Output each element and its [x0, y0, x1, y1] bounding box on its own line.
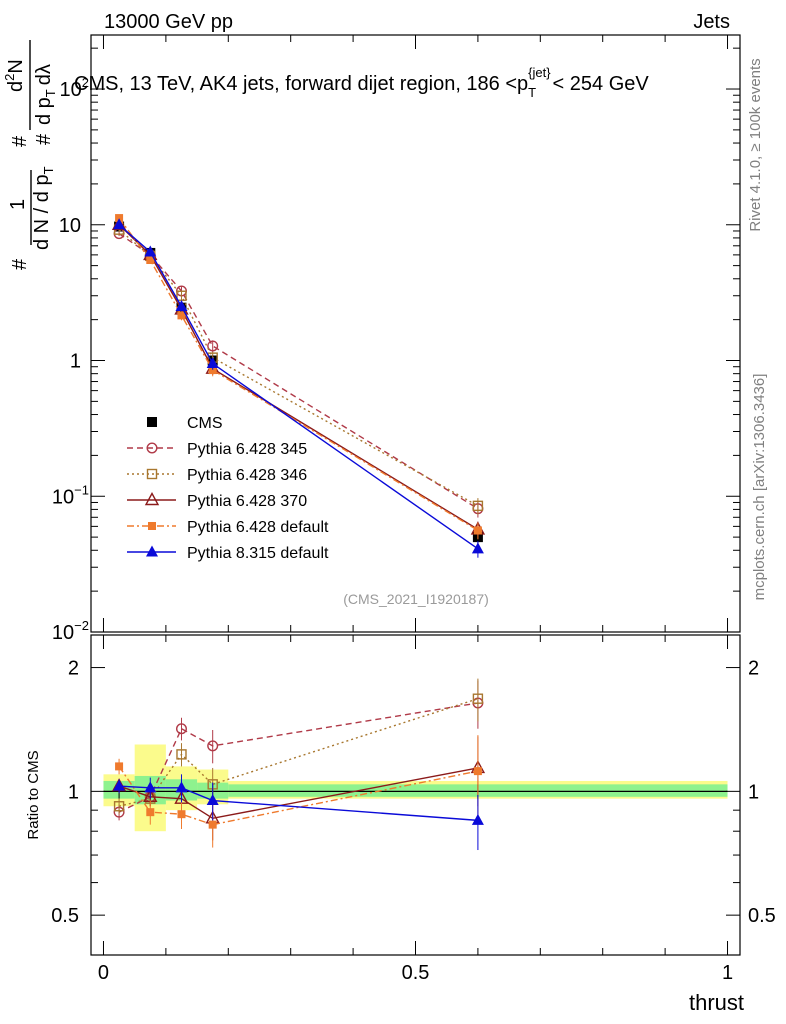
mcplots-label: mcplots.cern.ch [arXiv:1306.3436] [751, 374, 768, 601]
data-point [177, 311, 186, 320]
data-point [177, 810, 186, 819]
legend-marker [146, 468, 158, 480]
main-y-axis-label: # 1 d N / d pT # d2N # d pTdλ [2, 40, 58, 270]
legend-entry-pythia-6-428-345: Pythia 6.428 345 [127, 441, 307, 458]
title-tail: < 254 GeV [553, 73, 650, 95]
main-y-tick-label: 10 [59, 215, 81, 237]
data-point [115, 762, 124, 771]
data-point [208, 366, 217, 375]
main-series-pythia-6-428-370 [111, 216, 486, 539]
ylabel-frac2-den: d pTdλ [33, 64, 58, 125]
legend-entry-pythia-6-428-default: Pythia 6.428 default [127, 519, 329, 536]
header-left: 13000 GeV pp [104, 11, 233, 33]
ratio-y-tick-label: 1 [68, 781, 79, 803]
main-axes: 10−2 10−1 1 10 102 [52, 34, 741, 644]
data-point [472, 693, 484, 704]
data-point [208, 820, 217, 829]
legend-entry-pythia-6-428-370: Pythia 6.428 370 [127, 492, 307, 510]
legend: CMS Pythia 6.428 345 Pythia 6.428 346 Pythi… [127, 415, 329, 562]
data-point [471, 813, 484, 825]
data-point [471, 542, 484, 554]
data-point [144, 245, 157, 257]
ylabel-hash-1: # [9, 258, 31, 270]
title-main: CMS, 13 TeV, AK4 jets, forward dijet reg… [74, 73, 528, 95]
ratio-y-tick-label-right: 2 [748, 658, 759, 680]
ratio-series [111, 678, 486, 851]
main-series-pythia-6-428-default [115, 214, 482, 540]
main-y-tick-label: 10−1 [52, 482, 89, 508]
data-point [146, 808, 155, 817]
ylabel-hash-3: # [33, 133, 55, 145]
ratio-y-tick-label-right: 1 [748, 781, 759, 803]
ratio-y-axis-label: Ratio to CMS [25, 750, 42, 839]
series-line [118, 702, 479, 813]
data-point [146, 256, 155, 265]
data-point [113, 779, 126, 791]
data-point [176, 749, 187, 760]
title-sub: T [528, 85, 536, 100]
ratio-y-tick-label: 0.5 [51, 905, 79, 927]
legend-label: Pythia 6.428 345 [187, 441, 307, 458]
rivet-label: Rivet 4.1.0, ≥ 100k events [747, 58, 764, 231]
main-y-tick-label: 10−2 [52, 618, 89, 644]
data-point [206, 794, 219, 806]
ratio-y-tick-label-right: 0.5 [748, 905, 776, 927]
main-plot-title: CMS, 13 TeV, AK4 jets, forward dijet reg… [74, 65, 649, 100]
x-tick-label: 1 [722, 962, 733, 984]
legend-label: CMS [187, 415, 223, 432]
legend-marker [148, 522, 156, 530]
data-point [206, 357, 219, 369]
data-point [207, 740, 219, 752]
legend-marker [146, 442, 158, 454]
ylabel-frac1-den: d N / d pT [31, 166, 56, 250]
ylabel-frac1-num: 1 [7, 199, 29, 210]
legend-label: Pythia 6.428 346 [187, 467, 307, 484]
data-point [175, 781, 188, 793]
legend-marker [147, 417, 157, 427]
legend-entry-pythia-8-315-default: Pythia 8.315 default [127, 545, 329, 562]
legend-label: Pythia 6.428 370 [187, 493, 307, 510]
data-point [472, 500, 484, 512]
title-sup: {jet} [528, 65, 551, 80]
main-plot-frame [90, 34, 741, 633]
data-point [207, 340, 219, 352]
data-point [175, 723, 187, 735]
x-tick-label: 0 [98, 962, 109, 984]
main-series [111, 214, 486, 558]
x-tick-label: 0.5 [402, 962, 430, 984]
data-point [113, 801, 125, 812]
ylabel-hash-2: # [9, 135, 31, 147]
data-point [115, 214, 124, 223]
ylabel-frac2-num: d2N [2, 59, 27, 92]
data-point [473, 767, 482, 776]
series-line [118, 229, 479, 507]
x-axis-label: thrust [689, 990, 744, 1015]
legend-entry-cms: CMS [147, 415, 223, 432]
main-y-tick-label: 102 [60, 75, 89, 101]
analysis-watermark: (CMS_2021_I1920187) [343, 591, 489, 607]
legend-marker [144, 492, 160, 506]
ratio-y-tick-label: 2 [68, 658, 79, 680]
legend-marker [146, 545, 158, 557]
legend-label: Pythia 6.428 default [187, 519, 329, 536]
legend-entry-pythia-6-428-346: Pythia 6.428 346 [127, 467, 307, 484]
data-point [473, 526, 482, 535]
ratio-axes: 0.5 0.5 1 1 2 2 0 0.5 1 [51, 634, 776, 984]
main-series-pythia-8-315-default [113, 218, 484, 558]
main-y-tick-label: 1 [70, 351, 81, 373]
data-point [113, 218, 126, 230]
header-right: Jets [693, 11, 730, 33]
data-point [144, 781, 157, 793]
ratio-uncertainty-bands [103, 744, 728, 832]
legend-label: Pythia 8.315 default [187, 545, 329, 562]
ratio-series-pythia-8-315-default [113, 774, 484, 851]
data-point [175, 299, 188, 311]
